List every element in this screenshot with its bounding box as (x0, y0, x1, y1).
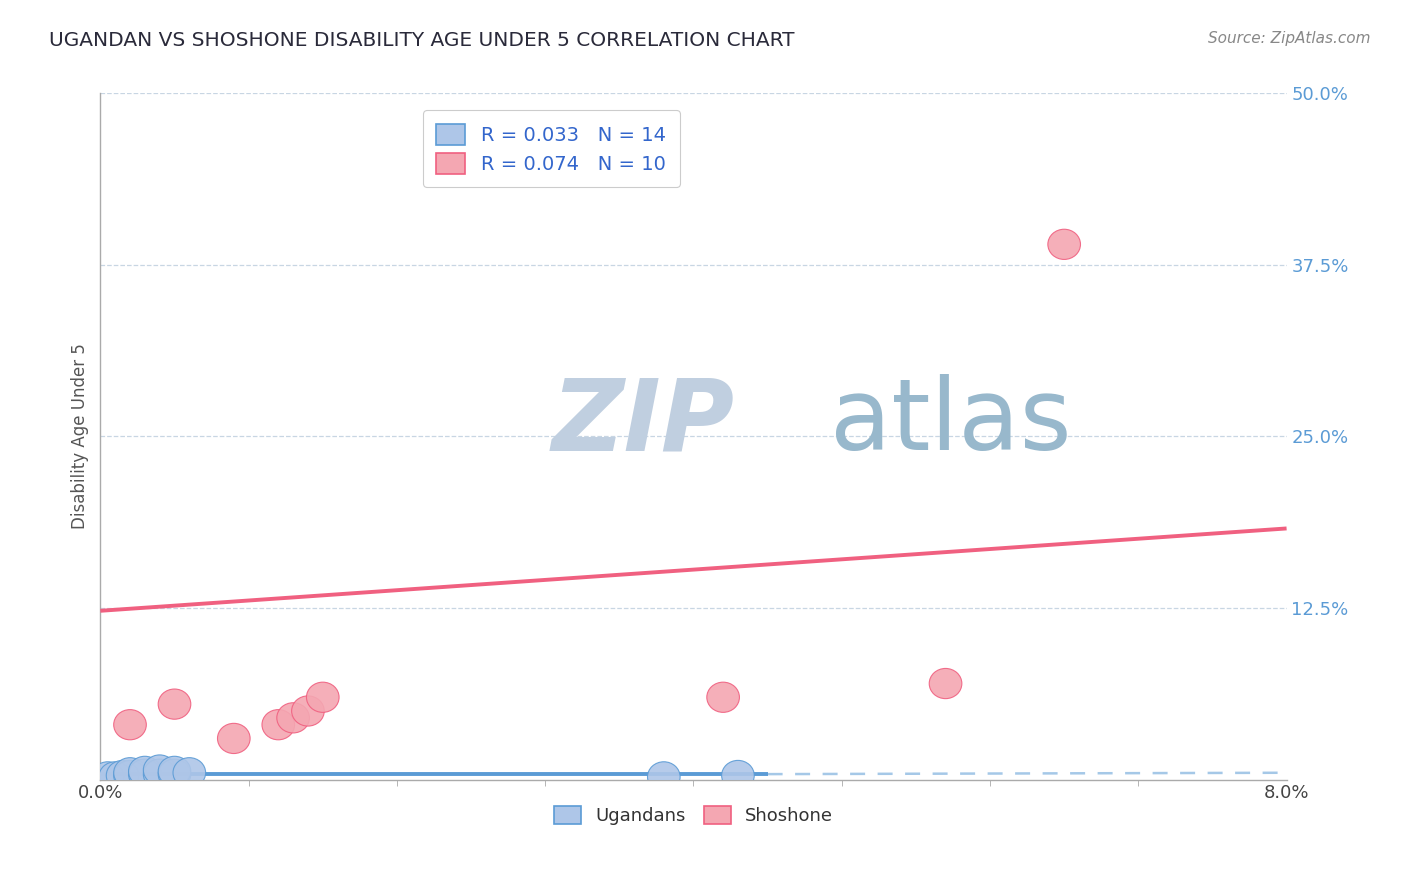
Ellipse shape (128, 759, 162, 789)
Ellipse shape (143, 755, 176, 785)
Ellipse shape (107, 760, 139, 790)
Y-axis label: Disability Age Under 5: Disability Age Under 5 (72, 343, 89, 530)
Ellipse shape (307, 682, 339, 713)
Ellipse shape (159, 689, 191, 719)
Ellipse shape (707, 682, 740, 713)
Ellipse shape (277, 703, 309, 733)
Ellipse shape (128, 756, 162, 787)
Ellipse shape (98, 762, 132, 792)
Ellipse shape (159, 756, 191, 787)
Legend: Ugandans, Shoshone: Ugandans, Shoshone (547, 798, 841, 832)
Ellipse shape (114, 757, 146, 788)
Ellipse shape (114, 760, 146, 790)
Text: UGANDAN VS SHOSHONE DISABILITY AGE UNDER 5 CORRELATION CHART: UGANDAN VS SHOSHONE DISABILITY AGE UNDER… (49, 31, 794, 50)
Ellipse shape (218, 723, 250, 754)
Ellipse shape (262, 710, 295, 739)
Ellipse shape (648, 762, 681, 792)
Text: atlas: atlas (830, 375, 1071, 471)
Ellipse shape (291, 696, 325, 726)
Ellipse shape (1047, 229, 1080, 260)
Ellipse shape (721, 760, 754, 790)
Ellipse shape (929, 668, 962, 698)
Ellipse shape (114, 710, 146, 739)
Text: ZIP: ZIP (551, 375, 734, 471)
Ellipse shape (173, 757, 205, 788)
Text: Source: ZipAtlas.com: Source: ZipAtlas.com (1208, 31, 1371, 46)
Ellipse shape (143, 759, 176, 789)
Ellipse shape (91, 762, 124, 792)
Ellipse shape (159, 759, 191, 789)
